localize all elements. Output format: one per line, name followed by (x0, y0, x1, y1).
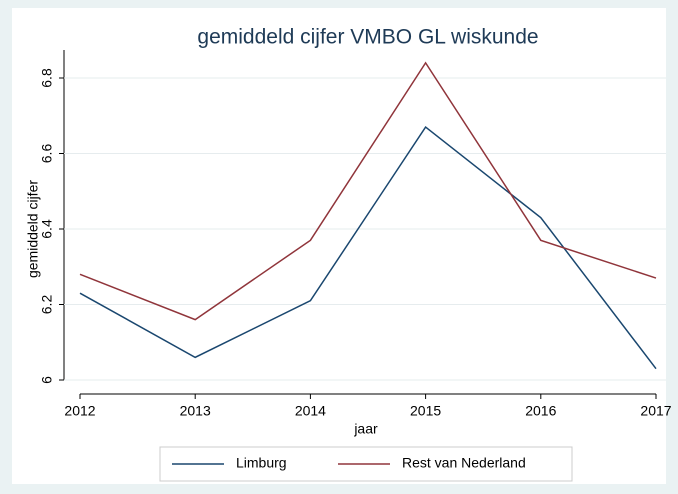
y-tick-label: 6.2 (39, 295, 55, 315)
legend-label: Limburg (236, 455, 287, 471)
y-tick-label: 6.4 (39, 219, 55, 239)
y-tick-label: 6.6 (39, 144, 55, 164)
x-axis-label: jaar (353, 421, 378, 437)
chart-title: gemiddeld cijfer VMBO GL wiskunde (197, 26, 538, 49)
y-tick-label: 6 (39, 376, 55, 384)
x-tick-label: 2013 (180, 403, 211, 419)
x-tick-label: 2015 (410, 403, 441, 419)
x-tick-label: 2012 (64, 403, 95, 419)
series-line (79, 125, 657, 370)
legend-label: Rest van Nederland (402, 455, 526, 471)
x-tick-label: 2017 (640, 403, 671, 419)
y-axis-label: gemiddeld cijfer (25, 180, 41, 278)
y-tick-label: 6.8 (39, 68, 55, 88)
chart-panel (12, 8, 666, 484)
series-line (79, 61, 657, 321)
x-tick-label: 2016 (525, 403, 556, 419)
x-tick-label: 2014 (295, 403, 326, 419)
